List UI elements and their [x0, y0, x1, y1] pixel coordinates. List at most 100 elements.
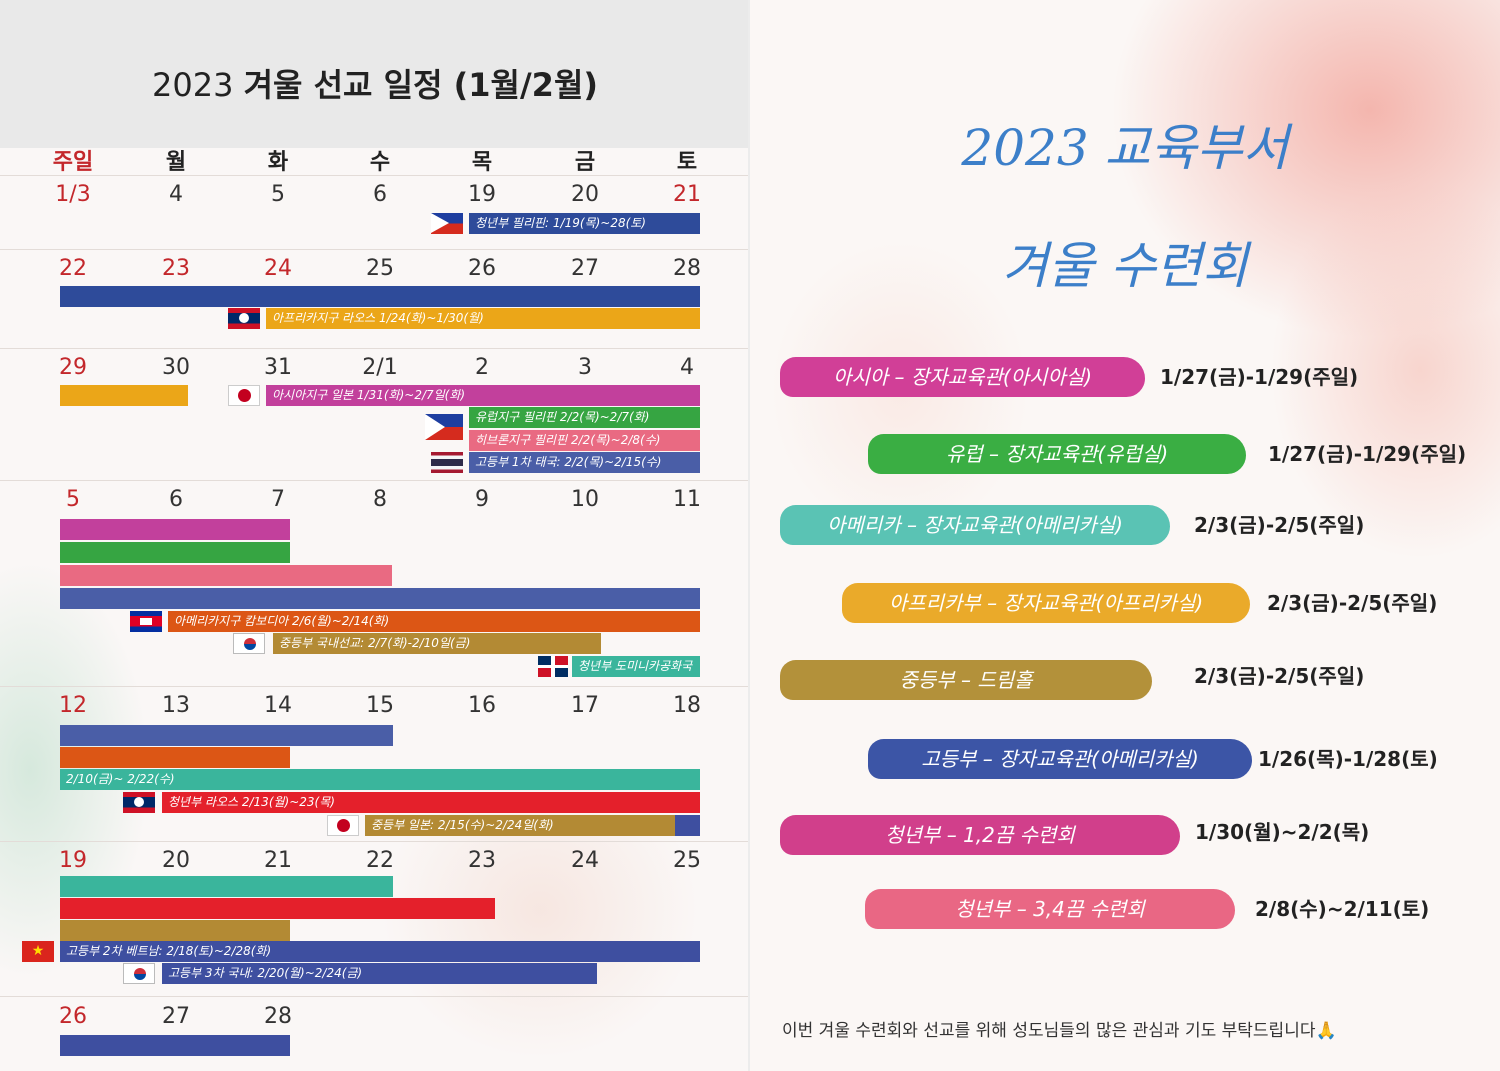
- event-bar: [60, 565, 392, 586]
- day-number: 28: [264, 1004, 292, 1029]
- day-number: 21: [673, 182, 701, 207]
- event-middle-domestic: 중등부 국내선교: 2/7(화)-2/10일(금): [273, 633, 601, 654]
- event-asia-japan: 아시아지구 일본 1/31(화)~2/7일(화): [266, 385, 700, 406]
- day-number: 4: [680, 355, 694, 380]
- event-youth-laos: 청년부 라오스 2/13(월)~23(목): [162, 792, 700, 813]
- day-number: 8: [373, 487, 387, 512]
- event-bar: [60, 385, 188, 406]
- day-number: 28: [673, 256, 701, 281]
- event-bar: [60, 519, 290, 540]
- retreat-item-date: 2/8(수)~2/11(토): [1255, 897, 1430, 921]
- day-number: 19: [468, 182, 496, 207]
- retreat-item-label: 아시아 – 장자교육관(아시아실): [780, 357, 1145, 397]
- thailand-flag-icon: [431, 452, 463, 473]
- japan-flag-icon: [228, 385, 260, 406]
- weekday-sat: 토: [676, 150, 698, 175]
- event-middle-japan: 중등부 일본: 2/15(수)~2/24일(화): [365, 815, 675, 836]
- retreat-item-date: 1/26(목)-1/28(토): [1258, 747, 1438, 771]
- day-number: 11: [673, 487, 701, 512]
- retreat-panel: 2023 교육부서 겨울 수련회 아시아 – 장자교육관(아시아실) 1/27(…: [750, 0, 1500, 1071]
- japan-flag-icon: [327, 815, 359, 836]
- day-number: 27: [571, 256, 599, 281]
- event-high-domestic: 고등부 3차 국내: 2/20(월)~2/24(금): [162, 963, 597, 984]
- event-hebron-philippines: 히브론지구 필리핀 2/2(목)~2/8(수): [469, 430, 700, 451]
- laos-flag-icon: [123, 792, 155, 813]
- retreat-title-line2: 겨울 수련회: [1002, 237, 1248, 295]
- day-number: 31: [264, 355, 292, 380]
- event-bar: [60, 898, 495, 919]
- mission-calendar: 2023 겨울 선교 일정 (1월/2월) 주일 월 화 수 목 금 토 1/3…: [0, 0, 750, 1060]
- retreat-item-label: 아프리카부 – 장자교육관(아프리카실): [842, 583, 1250, 623]
- retreat-item-date: 1/27(금)-1/29(주일): [1268, 442, 1467, 466]
- retreat-footer-message: 이번 겨울 수련회와 선교를 위해 성도님들의 많은 관심과 기도 부탁드립니다…: [782, 1021, 1337, 1041]
- korea-flag-icon: [233, 633, 265, 654]
- day-number: 17: [571, 693, 599, 718]
- day-number: 15: [366, 693, 394, 718]
- day-number: 9: [475, 487, 489, 512]
- weekday-fri: 금: [574, 150, 596, 175]
- retreat-item-label: 청년부 – 1,2끔 수련회: [780, 815, 1180, 855]
- weekday-mon: 월: [165, 150, 187, 175]
- philippines-flag-icon: [425, 414, 463, 440]
- retreat-item-date: 2/3(금)-2/5(주일): [1194, 513, 1365, 537]
- day-number: 14: [264, 693, 292, 718]
- laos-flag-icon: [228, 308, 260, 329]
- event-youth-dominican: 청년부 도미니카공화국: [572, 656, 700, 677]
- day-number: 22: [366, 848, 394, 873]
- event-america-cambodia: 아메리카지구 캄보디아 2/6(월)~2/14(화): [168, 611, 700, 632]
- day-number: 26: [59, 1004, 87, 1029]
- day-number: 3: [578, 355, 592, 380]
- day-number: 13: [162, 693, 190, 718]
- day-number: 19: [59, 848, 87, 873]
- day-number: 29: [59, 355, 87, 380]
- event-bar: [60, 725, 393, 746]
- day-number: 22: [59, 256, 87, 281]
- dominican-flag-icon: [538, 656, 568, 677]
- day-number: 20: [162, 848, 190, 873]
- retreat-item-label: 중등부 – 드림홀: [780, 660, 1152, 700]
- day-number: 30: [162, 355, 190, 380]
- day-number: 25: [366, 256, 394, 281]
- event-bar: [60, 542, 290, 563]
- day-number: 23: [468, 848, 496, 873]
- day-number: 12: [59, 693, 87, 718]
- event-bar: [60, 920, 290, 941]
- event-bar: [60, 286, 700, 307]
- day-number: 5: [271, 182, 285, 207]
- event-africa-laos: 아프리카지구 라오스 1/24(화)~1/30(월): [266, 308, 700, 329]
- day-number: 4: [169, 182, 183, 207]
- retreat-item-date: 1/30(월)~2/2(목): [1195, 820, 1370, 844]
- retreat-item-label: 아메리카 – 장자교육관(아메리카실): [780, 505, 1170, 545]
- day-number: 2: [475, 355, 489, 380]
- day-number: 1/3: [55, 182, 91, 207]
- event-bar: [60, 1035, 290, 1056]
- event-dominican-dates: 2/10(금)~ 2/22(수): [60, 769, 700, 790]
- weekday-tue: 화: [267, 150, 289, 175]
- day-number: 5: [66, 487, 80, 512]
- day-number: 6: [373, 182, 387, 207]
- event-bar: [60, 876, 393, 897]
- cambodia-flag-icon: [130, 611, 162, 632]
- weekday-sun: 주일: [52, 150, 94, 175]
- calendar-title-text: 겨울 선교 일정 (1월/2월): [243, 66, 599, 104]
- event-youth-philippines: 청년부 필리핀: 1/19(목)~28(토): [469, 213, 700, 234]
- retreat-item-date: 2/3(금)-2/5(주일): [1194, 664, 1365, 688]
- retreat-title-line1: 2023 교육부서: [961, 119, 1289, 177]
- day-number: 27: [162, 1004, 190, 1029]
- calendar-title: 2023 겨울 선교 일정 (1월/2월): [0, 60, 750, 106]
- day-number: 10: [571, 487, 599, 512]
- calendar-header-band: [0, 0, 750, 148]
- day-number: 24: [264, 256, 292, 281]
- day-number: 18: [673, 693, 701, 718]
- retreat-item-label: 유럽 – 장자교육관(유럽실): [868, 434, 1246, 474]
- day-number: 6: [169, 487, 183, 512]
- day-number: 25: [673, 848, 701, 873]
- weekday-thu: 목: [471, 150, 493, 175]
- retreat-item-date: 1/27(금)-1/29(주일): [1160, 365, 1359, 389]
- retreat-item-label: 청년부 – 3,4끔 수련회: [865, 889, 1235, 929]
- day-number: 2/1: [362, 355, 398, 380]
- korea-flag-icon: [123, 963, 155, 984]
- day-number: 7: [271, 487, 285, 512]
- event-high-vietnam: 고등부 2차 베트남: 2/18(토)~2/28(화): [60, 941, 700, 962]
- day-number: 26: [468, 256, 496, 281]
